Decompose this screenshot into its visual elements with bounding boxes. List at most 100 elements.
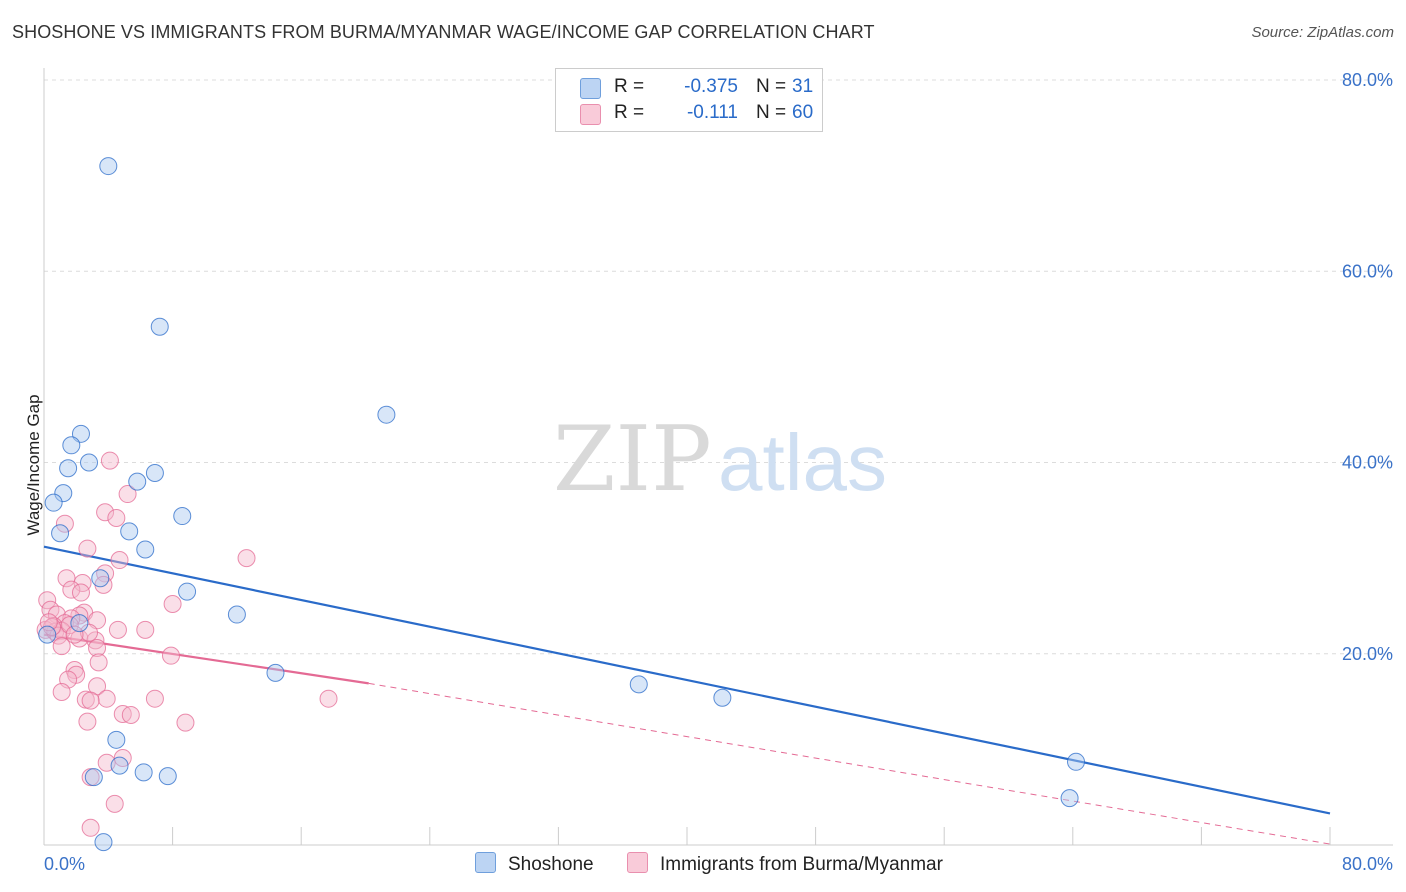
source-credit: Source: ZipAtlas.com (1251, 24, 1394, 41)
data-point (713, 688, 732, 707)
data-points (36, 157, 1086, 852)
data-point (38, 625, 57, 644)
y-tick-label: 20.0% (1342, 644, 1393, 664)
data-point (158, 767, 177, 786)
data-point (91, 569, 110, 588)
legend-label-shoshone: Shoshone (508, 854, 594, 875)
data-point (78, 539, 97, 558)
data-point (150, 317, 169, 336)
data-point (59, 459, 78, 478)
y-tick-labels: 20.0% 40.0% 60.0% 80.0% (1342, 70, 1393, 664)
legend-r-label: R = (614, 76, 645, 97)
y-axis-title-wrap: Wage/Income Gap (14, 270, 44, 670)
data-point (134, 763, 153, 782)
data-point (52, 637, 71, 656)
axes (43, 68, 1393, 846)
y-axis-title: Wage/Income Gap (24, 394, 43, 536)
chart-title: SHOSHONE VS IMMIGRANTS FROM BURMA/MYANMA… (12, 22, 875, 42)
data-point (128, 472, 147, 491)
trendline (43, 633, 369, 685)
data-point (44, 493, 63, 512)
x-tick-label: 0.0% (44, 854, 85, 874)
trendline (368, 682, 1331, 845)
data-point (266, 663, 285, 682)
data-point (121, 705, 140, 724)
data-point (88, 639, 107, 658)
legend-n-label: N = (756, 102, 787, 123)
legend-r-value: -0.375 (684, 76, 738, 97)
watermark-atlas: atlas (718, 418, 887, 507)
data-point (89, 653, 108, 672)
trendline (43, 545, 1331, 815)
zipatlas-watermark: ZIP atlas (553, 407, 887, 512)
y-tick-label: 40.0% (1342, 453, 1393, 473)
bottom-legend-burma: Immigrants from Burma/Myanmar (627, 852, 943, 876)
data-point (377, 405, 396, 424)
data-point (107, 730, 126, 749)
data-point (97, 689, 116, 708)
data-point (145, 464, 164, 483)
data-point (120, 522, 139, 541)
data-point (136, 540, 155, 559)
legend-r-value: -0.111 (686, 102, 738, 123)
data-point (78, 712, 97, 731)
x-tick-labels: 0.0% 80.0% (44, 854, 1393, 874)
data-point (73, 573, 92, 592)
data-point (237, 549, 256, 568)
stats-legend: R = -0.375 N = 31 R = -0.111 N = 60 (555, 68, 823, 132)
data-point (80, 453, 99, 472)
data-point (163, 595, 182, 614)
data-point (629, 675, 648, 694)
data-point (319, 689, 338, 708)
data-point (110, 756, 129, 775)
legend-swatch-pink (580, 104, 601, 125)
data-point (52, 683, 71, 701)
data-point (110, 551, 129, 570)
data-point (178, 582, 197, 601)
legend-n-label: N = (756, 76, 787, 97)
data-point (108, 620, 127, 639)
data-point (176, 713, 195, 732)
watermark-zip: ZIP (553, 407, 712, 512)
data-point (55, 514, 74, 533)
data-point (65, 625, 84, 644)
data-point (81, 818, 100, 837)
data-point (96, 564, 115, 583)
data-point (99, 157, 118, 176)
data-point (100, 451, 119, 470)
y-tick-label: 80.0% (1342, 70, 1393, 90)
trendlines (43, 545, 1331, 845)
legend-swatch-blue (580, 78, 601, 99)
legend-n-value: 31 (792, 76, 814, 97)
data-point (84, 768, 103, 787)
data-point (51, 524, 70, 543)
data-point (86, 631, 105, 650)
data-point (136, 620, 155, 639)
data-point (38, 591, 57, 610)
data-point (71, 424, 90, 443)
legend-r-label: R = (614, 102, 645, 123)
y-tick-label: 60.0% (1342, 261, 1393, 281)
legend-n-value: 60 (792, 102, 814, 123)
data-point (54, 484, 73, 503)
legend-swatch-blue (475, 852, 496, 873)
data-point (70, 614, 89, 633)
data-point (107, 508, 126, 527)
data-point (62, 436, 81, 455)
data-point (161, 646, 180, 665)
data-point (105, 794, 124, 813)
data-point (81, 691, 100, 710)
legend-swatch-pink (627, 852, 648, 873)
data-point (94, 833, 113, 852)
gridlines (44, 79, 1393, 655)
data-point (173, 507, 192, 526)
data-point (1067, 752, 1086, 771)
data-point (145, 689, 164, 708)
data-point (96, 503, 115, 522)
data-point (80, 623, 99, 642)
x-tick-label: 80.0% (1342, 854, 1393, 874)
data-point (1060, 789, 1079, 808)
x-ticks (43, 827, 1331, 845)
data-point (71, 583, 90, 602)
